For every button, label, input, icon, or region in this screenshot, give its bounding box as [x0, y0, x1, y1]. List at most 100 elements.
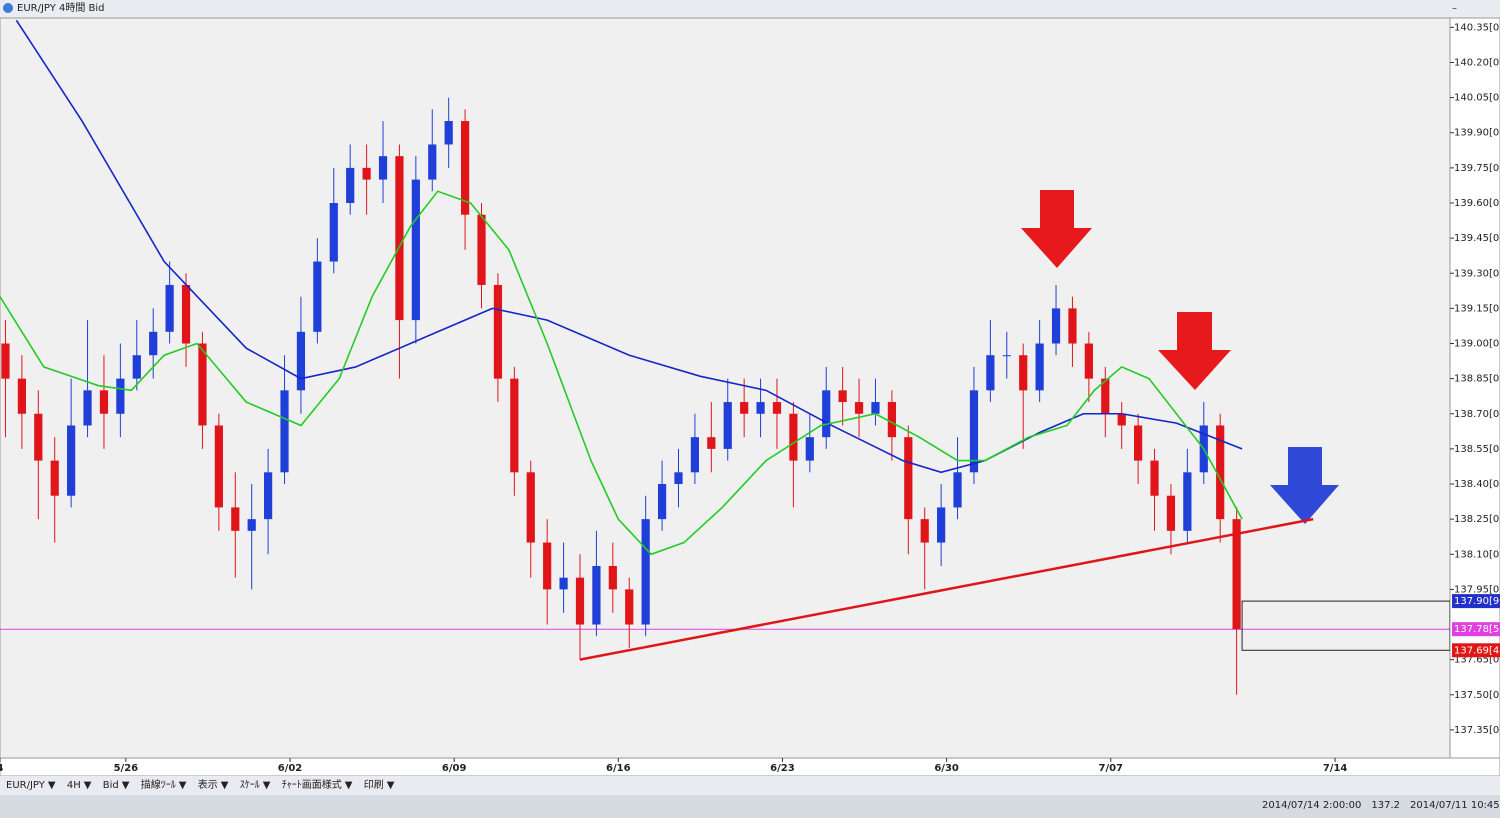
candle-body: [198, 343, 207, 426]
trend-line: [579, 517, 1314, 661]
price-marker-label: 137.69[4]: [1454, 645, 1500, 656]
y-tick-label: 138.25[0]: [1454, 514, 1500, 525]
toolbar-item[interactable]: 4H: [67, 780, 81, 791]
x-tick-label: 6/09: [442, 763, 467, 774]
candle-body: [674, 472, 683, 485]
candle-body: [378, 156, 388, 180]
status-item: 137.2: [1371, 800, 1400, 811]
price-marker-label: 137.78[5]: [1454, 624, 1500, 635]
candle-body: [231, 507, 240, 531]
toolbar-item[interactable]: 描線ﾂｰﾙ: [141, 778, 176, 791]
candle-body: [264, 472, 273, 520]
date-axis: [0, 757, 1500, 777]
toolbar-item[interactable]: EUR/JPY: [6, 780, 46, 791]
candle-body: [83, 390, 92, 426]
x-tick-label: 6/16: [606, 763, 631, 774]
candle-body: [247, 519, 256, 531]
candle-body: [920, 519, 929, 543]
candle-body: [1101, 378, 1110, 414]
y-tick-label: 139.90[0]: [1454, 128, 1500, 139]
y-tick-label: 139.15[0]: [1454, 303, 1500, 314]
candle-body: [477, 214, 486, 285]
x-tick-label: 6/02: [278, 763, 303, 774]
minimize-button[interactable]: –: [1452, 3, 1457, 14]
candle-body: [214, 425, 223, 508]
toolbar-item[interactable]: ｽｹｰﾙ: [240, 779, 260, 791]
y-tick-label: 138.40[0]: [1454, 479, 1500, 490]
candle-body: [1134, 425, 1143, 461]
candle-body: [1232, 519, 1241, 630]
candle-body: [887, 402, 896, 438]
candle-body: [641, 519, 650, 625]
x-tick-label: 5/26: [114, 763, 139, 774]
y-tick-label: 137.65[0]: [1454, 655, 1500, 666]
y-tick-label: 137.50[0]: [1454, 690, 1500, 701]
plot-area: [0, 17, 1451, 759]
candle-body: [937, 507, 946, 543]
candle-body: [493, 284, 503, 379]
candle-body: [428, 144, 437, 180]
candle-body: [1019, 355, 1028, 391]
price-marker: [1452, 622, 1500, 637]
candle-body: [132, 355, 141, 379]
candle-body: [805, 437, 814, 461]
candle-body: [444, 121, 453, 145]
price-marker: [1452, 643, 1500, 658]
candle-body: [510, 378, 519, 473]
candle-body: [17, 378, 26, 414]
x-tick-label: 6/23: [770, 763, 795, 774]
candle-body: [772, 402, 782, 414]
toolbar-item[interactable]: 表示: [198, 778, 218, 791]
moving-average: [0, 190, 1243, 556]
candle-body: [986, 355, 995, 391]
y-tick-label: 138.70[0]: [1454, 409, 1500, 420]
toolbar-item[interactable]: ﾁｬｰﾄ画面様式: [282, 778, 342, 791]
dropdown-caret: ▼: [345, 780, 353, 791]
x-tick-label: 6/30: [934, 763, 959, 774]
candle-body: [1068, 308, 1077, 344]
candle-body: [707, 437, 716, 449]
candle-body: [575, 577, 585, 625]
candle-body: [1150, 460, 1159, 496]
candle-body: [625, 589, 634, 625]
y-tick-label: 137.35[0]: [1454, 725, 1500, 736]
candle-body: [1117, 413, 1126, 426]
candle-body: [559, 577, 568, 590]
candle-body: [1166, 495, 1176, 531]
candle-body: [657, 484, 667, 520]
toolbar-item[interactable]: 印刷: [364, 779, 384, 791]
app-icon: [3, 3, 13, 13]
dropdown-caret: ▼: [84, 780, 92, 791]
candle-body: [460, 121, 470, 215]
dropdown-caret: ▼: [221, 780, 229, 791]
price-marker-label: 137.90[9]: [1454, 596, 1500, 607]
toolbar-item[interactable]: Bid: [103, 780, 119, 791]
candle-body: [871, 402, 880, 414]
title-bar: [0, 0, 1500, 18]
candle-body: [740, 402, 749, 414]
y-tick-label: 139.60[0]: [1454, 198, 1500, 209]
y-tick-label: 139.75[0]: [1454, 163, 1500, 174]
status-item: 2014/07/14 2:00:00: [1262, 800, 1361, 811]
y-tick-label: 138.10[0]: [1454, 549, 1500, 560]
y-tick-label: 139.45[0]: [1454, 233, 1500, 244]
candle-body: [149, 331, 158, 356]
candle-body: [953, 472, 962, 508]
candle-body: [67, 425, 76, 496]
y-tick-label: 139.30[0]: [1454, 268, 1500, 279]
toolbar: [0, 776, 1500, 795]
candle-body: [1051, 308, 1061, 344]
y-tick-label: 137.95[0]: [1454, 584, 1500, 595]
dropdown-caret: ▼: [48, 780, 56, 791]
candle-body: [543, 542, 552, 590]
x-tick-label: 4: [0, 763, 4, 774]
candle-body: [904, 437, 913, 520]
window-title: EUR/JPY 4時間 Bid: [17, 2, 105, 14]
candle-body: [99, 390, 109, 414]
candle-body: [329, 203, 338, 262]
candle-body: [690, 437, 700, 473]
y-tick-label: 138.55[0]: [1454, 444, 1500, 455]
y-tick-label: 140.05[0]: [1454, 93, 1500, 104]
